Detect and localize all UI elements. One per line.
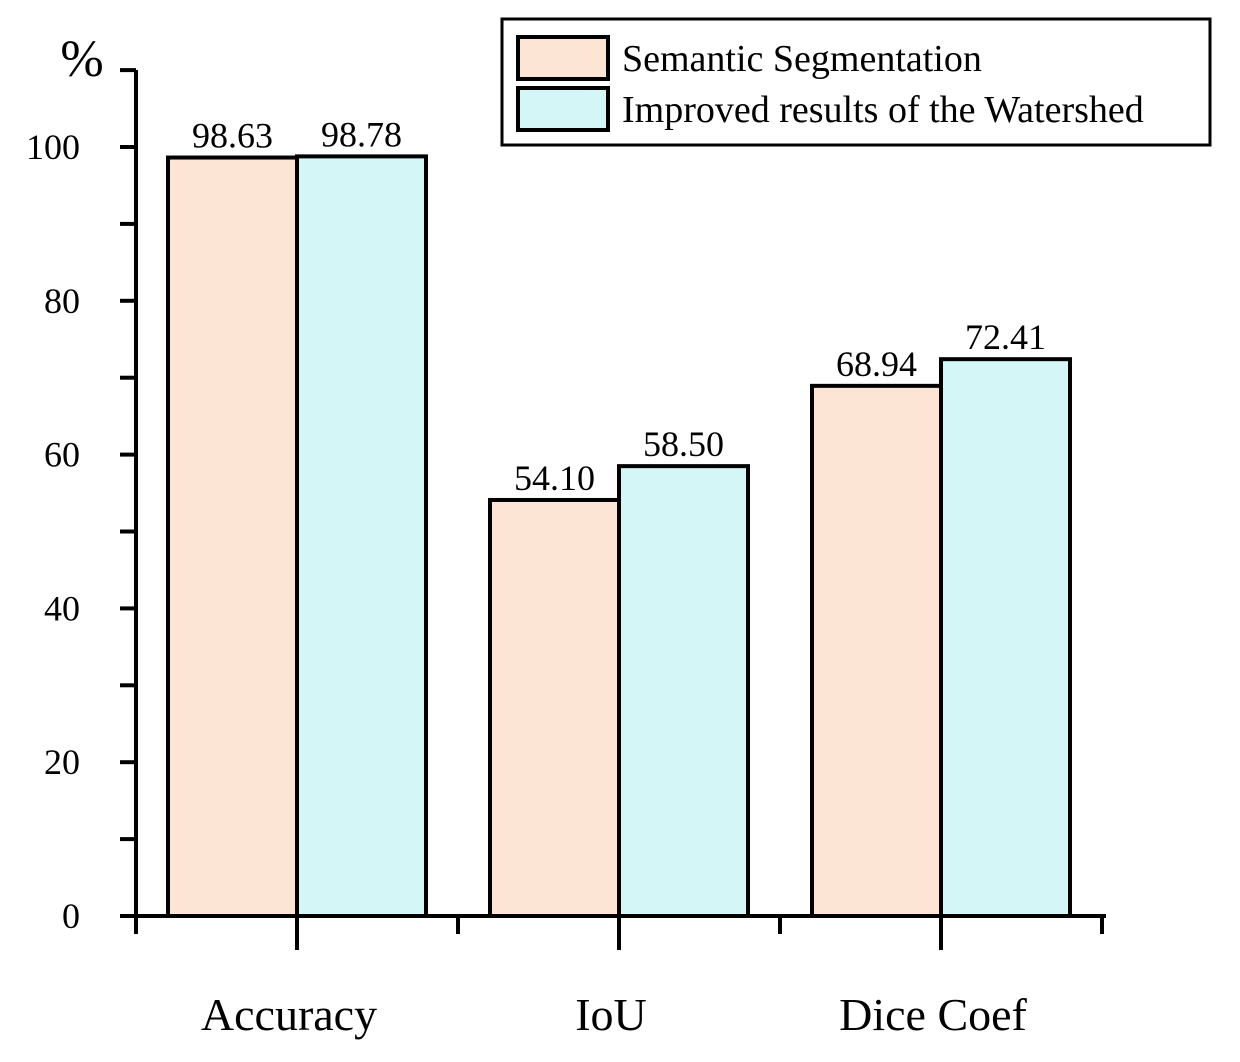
legend-label-series-1: Semantic Segmentation	[622, 38, 982, 80]
legend-swatch-series-1	[516, 35, 610, 81]
legend-box	[500, 17, 1212, 147]
x-category-label: IoU	[575, 989, 647, 1040]
data-label: 98.78	[321, 114, 402, 154]
bar-dice-coef-series-2	[939, 357, 1072, 918]
bar-accuracy-series-2	[295, 154, 428, 919]
x-category-label: Accuracy	[201, 989, 377, 1040]
data-label: 58.50	[643, 424, 724, 464]
y-axis-unit-label: %	[60, 31, 103, 88]
data-label: 98.63	[192, 116, 273, 156]
y-tick-label: 0	[62, 896, 80, 936]
y-tick-label: 20	[44, 742, 80, 782]
y-tick-label: 100	[26, 127, 80, 167]
legend-swatch-series-2	[516, 86, 610, 132]
y-tick-label: 40	[44, 588, 80, 628]
legend-label-series-2: Improved results of the Watershed	[622, 89, 1144, 131]
data-label: 54.10	[514, 458, 595, 498]
x-category-label: Dice Coef	[839, 989, 1027, 1040]
bar-iou-series-2	[617, 464, 750, 918]
y-tick-label: 60	[44, 435, 80, 475]
data-label: 72.41	[965, 317, 1046, 357]
data-label: 68.94	[836, 344, 917, 384]
y-tick-label: 80	[44, 281, 80, 321]
bar-accuracy-series-1	[166, 155, 299, 919]
bar-iou-series-1	[488, 497, 621, 918]
bar-dice-coef-series-1	[810, 383, 943, 919]
